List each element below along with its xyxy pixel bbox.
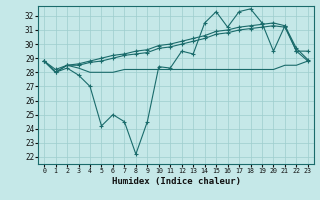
X-axis label: Humidex (Indice chaleur): Humidex (Indice chaleur) [111,177,241,186]
